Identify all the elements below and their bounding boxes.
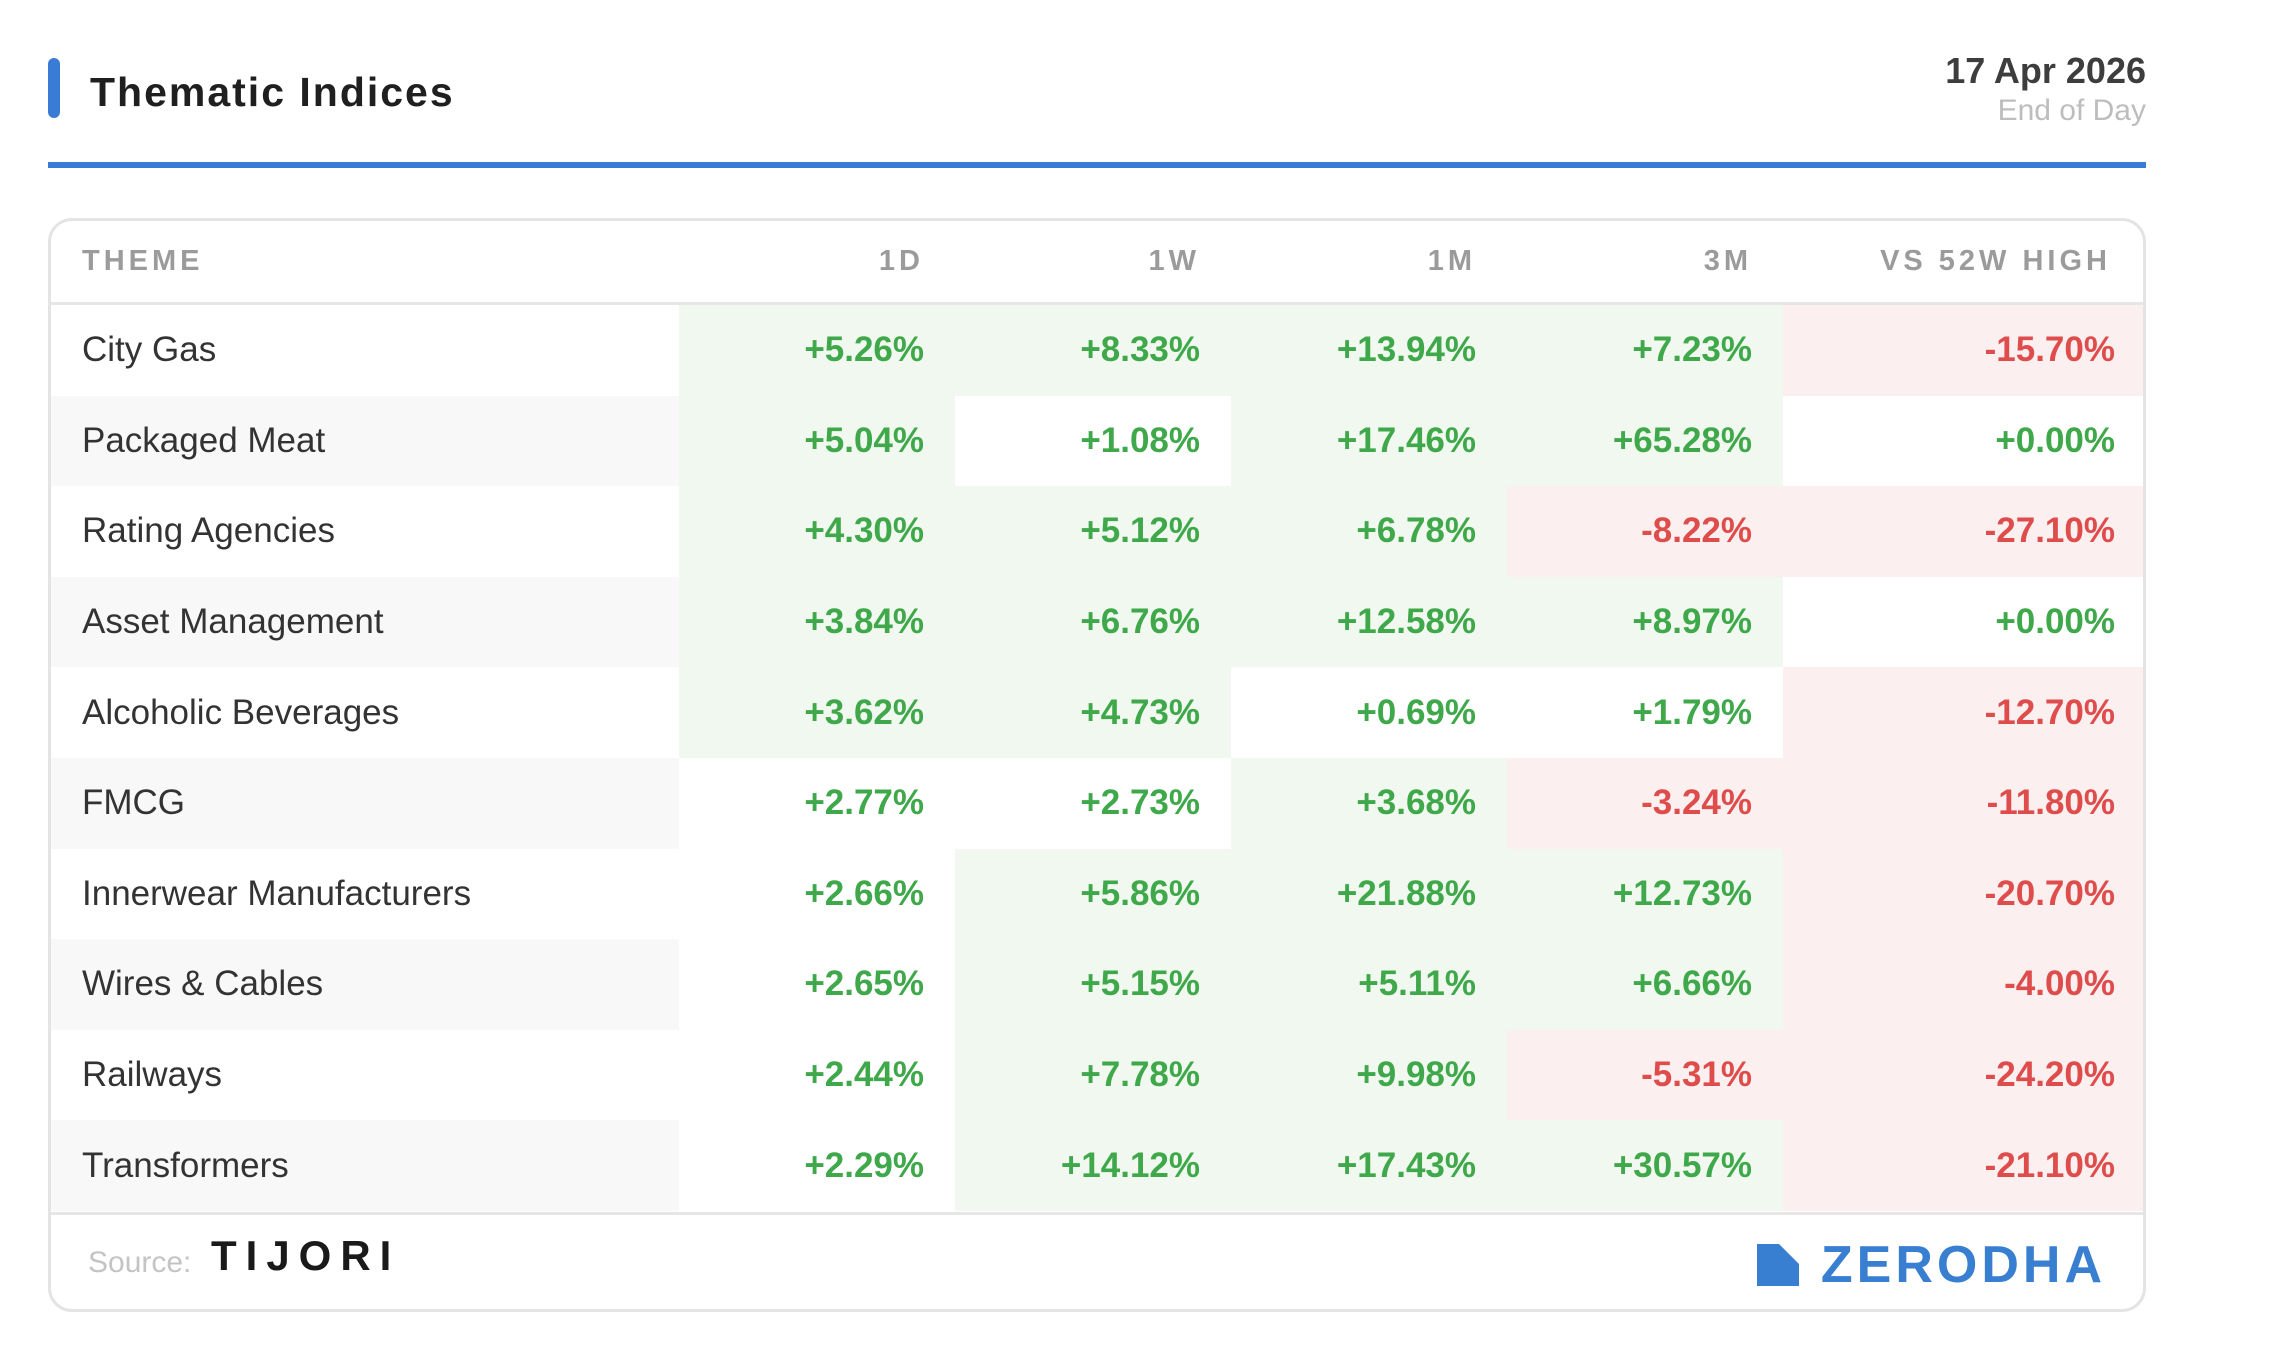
cell-3m: +30.57% [1507,1120,1783,1211]
table-footer: Source: TIJORI ZERODHA [51,1212,2143,1309]
indices-table-card: THEME 1D 1W 1M 3M VS 52W HIGH City Gas +5… [48,218,2146,1312]
cell-theme-name: Transformers [51,1120,679,1211]
cell-vs-52w-high: +0.00% [1783,395,2143,487]
cell-3m: +65.28% [1507,395,1783,487]
cell-theme-name: FMCG [51,757,679,849]
cell-1d: +3.62% [679,667,955,758]
column-header-1w[interactable]: 1W [1148,245,1200,277]
cell-1w: +8.33% [955,305,1231,396]
cell-theme-name: Rating Agencies [82,511,335,551]
source-label: Source: [88,1246,192,1279]
title-accent-bar [48,58,60,118]
cell-1w: +7.78% [955,1029,1231,1121]
cell-vs-52w-high: -12.70% [1783,667,2143,758]
cell-vs-52w-high: -27.10% [1783,486,2143,577]
table-row[interactable]: Packaged Meat +5.04% +1.08% +17.46% +65.28% +… [51,395,2143,487]
cell-1m: +12.58% [1231,576,1507,668]
table-body: City Gas +5.26% +8.33% +13.94% +7.23% -15.70%… [51,305,2143,1211]
cell-1m: +6.78% [1231,486,1507,577]
column-header-3m[interactable]: 3M [1703,245,1752,277]
report-date: 17 Apr 2026 [1945,50,2146,91]
cell-vs-52w-high: -15.70% [1783,305,2143,396]
page-header: Thematic Indices 17 Apr 2026 End of Day [48,48,2146,168]
cell-theme-name: Alcoholic Beverages [82,692,400,732]
table-row[interactable]: Railways +2.44% +7.78% +9.98% -5.31% -24.20% [51,1029,2143,1121]
cell-1d: +2.77% [679,757,955,849]
cell-3m: -3.24% [1507,757,1783,849]
table-row[interactable]: Rating Agencies +4.30% +5.12% +6.78% -8.22% -… [51,486,2143,577]
cell-1m: +21.88% [1231,848,1507,940]
zerodha-logo-icon [1756,1244,1799,1286]
table-row[interactable]: Asset Management +3.84% +6.76% +12.58% +8.97… [51,576,2143,668]
cell-1d: +3.84% [679,576,955,668]
cell-vs-52w-high: -20.70% [1783,848,2143,940]
table-row[interactable]: Alcoholic Beverages +3.62% +4.73% +0.69% +1.… [51,667,2143,758]
column-header-1m[interactable]: 1M [1427,245,1476,277]
cell-1w: +2.73% [955,757,1231,849]
cell-theme-name: Packaged Meat [51,395,679,487]
cell-vs-52w-high: -21.10% [1783,1120,2143,1211]
cell-1w: +5.86% [955,848,1231,940]
column-header-theme[interactable]: THEME [82,245,204,277]
cell-1w: +1.08% [955,395,1231,487]
cell-1w: +4.73% [955,667,1231,758]
cell-vs-52w-high: +0.00% [1783,576,2143,668]
cell-1m: +17.46% [1231,395,1507,487]
cell-vs-52w-high: -24.20% [1783,1029,2143,1121]
cell-3m: -8.22% [1507,486,1783,577]
cell-vs-52w-high: -11.80% [1783,757,2143,849]
table-row[interactable]: Wires & Cables +2.65% +5.15% +5.11% +6.66% -4… [51,939,2143,1030]
cell-1w: +5.12% [955,486,1231,577]
cell-theme-name: Railways [82,1055,223,1095]
cell-3m: -5.31% [1507,1029,1783,1121]
table-row[interactable]: City Gas +5.26% +8.33% +13.94% +7.23% -15.70% [51,305,2143,396]
column-header-vs-52w-high[interactable]: VS 52W HIGH [1880,245,2111,277]
cell-1m: +13.94% [1231,305,1507,396]
column-header-1d[interactable]: 1D [878,245,924,277]
cell-1m: +9.98% [1231,1029,1507,1121]
cell-theme-name: Asset Management [51,576,679,668]
source-logo-tijori: TIJORI [211,1232,401,1279]
table-row[interactable]: FMCG +2.77% +2.73% +3.68% -3.24% -11.80% [51,757,2143,849]
cell-theme-name: Innerwear Manufacturers [82,873,472,913]
page-title: Thematic Indices [90,69,455,115]
table-row[interactable]: Transformers +2.29% +14.12% +17.43% +30.57% -… [51,1120,2143,1211]
cell-1d: +4.30% [679,486,955,577]
cell-1d: +2.66% [679,848,955,940]
table-header: THEME 1D 1W 1M 3M VS 52W HIGH [51,221,2143,305]
report-subtitle: End of Day [1997,94,2146,127]
brand-logo: ZERODHA [1756,1236,2106,1294]
brand-name: ZERODHA [1820,1236,2106,1294]
cell-3m: +8.97% [1507,576,1783,668]
cell-theme-name: Wires & Cables [51,939,679,1030]
cell-1d: +5.26% [679,305,955,396]
cell-1w: +6.76% [955,576,1231,668]
cell-1d: +2.29% [679,1120,955,1211]
cell-3m: +1.79% [1507,667,1783,758]
cell-1w: +5.15% [955,939,1231,1030]
cell-3m: +6.66% [1507,939,1783,1030]
cell-1w: +14.12% [955,1120,1231,1211]
cell-3m: +12.73% [1507,848,1783,940]
cell-1m: +3.68% [1231,757,1507,849]
cell-vs-52w-high: -4.00% [1783,939,2143,1030]
cell-1d: +2.65% [679,939,955,1030]
header-divider [48,162,2146,168]
table-row[interactable]: Innerwear Manufacturers +2.66% +5.86% +21.8… [51,848,2143,940]
cell-1d: +5.04% [679,395,955,487]
cell-1m: +0.69% [1231,667,1507,758]
cell-1d: +2.44% [679,1029,955,1121]
cell-3m: +7.23% [1507,305,1783,396]
cell-theme-name: City Gas [82,330,217,370]
cell-1m: +5.11% [1231,939,1507,1030]
cell-1m: +17.43% [1231,1120,1507,1211]
